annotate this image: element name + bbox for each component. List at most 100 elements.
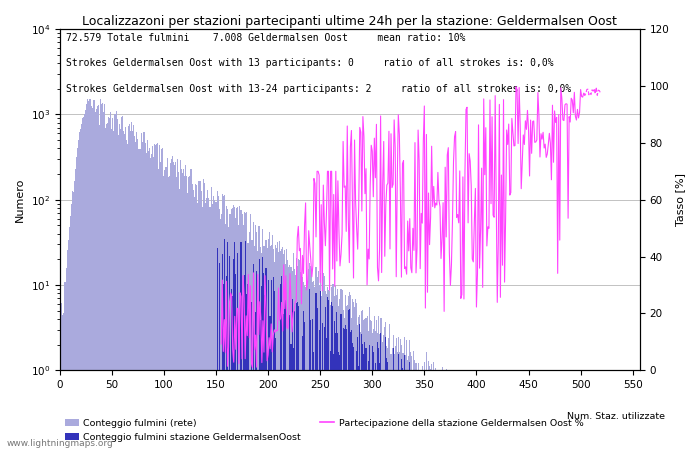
Bar (447, 370, 448, 450)
Bar (258, 226, 259, 450)
Bar (400, 339, 401, 450)
Bar (538, 370, 540, 450)
Bar (243, 225, 244, 450)
Bar (589, 370, 591, 450)
Bar (449, 370, 450, 450)
Title: Localizzazoni per stazioni partecipanti ultime 24h per la stazione: Geldermalsen: Localizzazoni per stazioni partecipanti … (83, 15, 617, 28)
Bar (259, 259, 260, 450)
Bar (386, 358, 387, 450)
Bar (438, 383, 440, 450)
Bar (64, 282, 66, 450)
Bar (398, 337, 399, 450)
Bar (70, 216, 71, 450)
Bar (180, 161, 181, 450)
Bar (128, 126, 129, 450)
Bar (386, 346, 387, 450)
Bar (96, 109, 97, 450)
Bar (561, 370, 562, 450)
Bar (334, 321, 335, 450)
Bar (214, 200, 216, 450)
Bar (548, 370, 549, 450)
Bar (354, 392, 355, 450)
Bar (623, 370, 624, 450)
Bar (316, 308, 318, 450)
Bar (263, 274, 265, 450)
Bar (263, 247, 265, 450)
Bar (435, 382, 436, 450)
Bar (353, 347, 354, 450)
Bar (338, 306, 339, 450)
Bar (581, 370, 582, 450)
Bar (470, 384, 472, 450)
Bar (372, 346, 373, 450)
Bar (434, 399, 435, 450)
Bar (400, 414, 401, 450)
Bar (465, 417, 466, 450)
Bar (612, 370, 613, 450)
Bar (323, 273, 324, 450)
Bar (310, 320, 312, 450)
Bar (609, 370, 610, 450)
Bar (302, 336, 303, 450)
Bar (336, 312, 337, 450)
Bar (226, 275, 227, 450)
Bar (78, 140, 79, 450)
Bar (237, 252, 239, 450)
Bar (72, 191, 73, 450)
Bar (375, 331, 376, 450)
Bar (232, 208, 233, 450)
Bar (146, 153, 147, 450)
Bar (173, 162, 174, 450)
Bar (271, 245, 272, 450)
Bar (246, 243, 248, 450)
Bar (182, 173, 183, 450)
Bar (378, 316, 379, 450)
Bar (338, 352, 339, 450)
Bar (529, 383, 530, 450)
Bar (636, 370, 638, 450)
Bar (487, 423, 489, 450)
Bar (367, 315, 368, 450)
Bar (228, 227, 229, 450)
Bar (346, 388, 348, 450)
Bar (503, 425, 504, 450)
Bar (457, 370, 458, 450)
Bar (468, 417, 470, 450)
Bar (126, 140, 127, 450)
Bar (482, 370, 483, 450)
Bar (418, 381, 419, 450)
Bar (197, 202, 198, 450)
Bar (262, 230, 263, 450)
Bar (395, 338, 397, 450)
Bar (244, 212, 245, 450)
Bar (290, 267, 291, 450)
Bar (584, 370, 585, 450)
Bar (379, 363, 380, 450)
Bar (446, 369, 447, 450)
Bar (92, 100, 94, 450)
Bar (404, 337, 405, 450)
Bar (231, 289, 232, 450)
Bar (436, 370, 438, 450)
Bar (290, 344, 291, 450)
Bar (329, 291, 330, 450)
Bar (629, 370, 630, 450)
Bar (369, 345, 370, 450)
Bar (94, 112, 96, 450)
Bar (419, 370, 420, 450)
Bar (245, 213, 246, 450)
Bar (131, 122, 132, 450)
Bar (519, 370, 521, 450)
Bar (94, 100, 95, 450)
Bar (318, 330, 320, 450)
Bar (528, 370, 529, 450)
Bar (595, 370, 596, 450)
Bar (608, 370, 609, 450)
Bar (573, 374, 574, 450)
Bar (515, 379, 517, 450)
Bar (135, 142, 136, 450)
Bar (134, 136, 135, 450)
Bar (372, 333, 373, 450)
Bar (603, 370, 604, 450)
Bar (431, 410, 432, 450)
